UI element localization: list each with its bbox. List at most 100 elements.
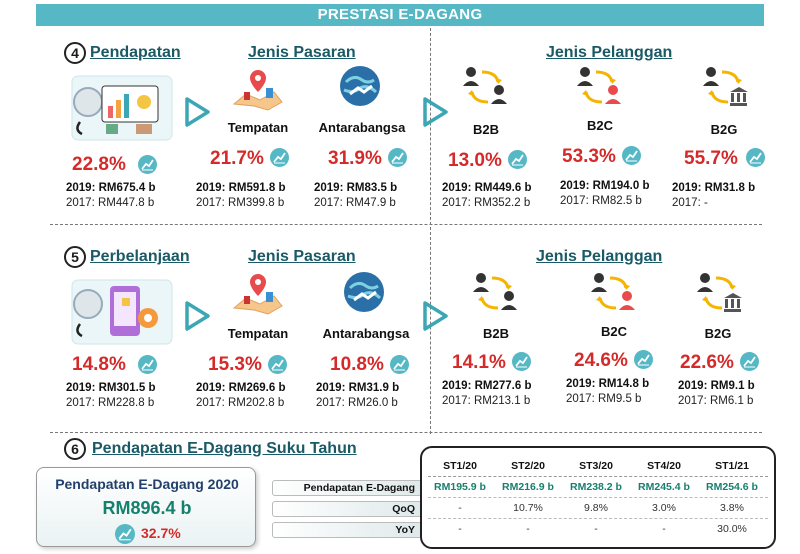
tempatan-label: Tempatan [227, 120, 289, 135]
value-2019: 2019: RM449.6 b [442, 182, 532, 194]
table-cell: RM238.2 b [570, 481, 622, 493]
tempatan-label: Tempatan [227, 326, 289, 341]
section-number: 6 [64, 438, 86, 460]
growth-percent: 22.8% [72, 154, 126, 175]
growth-percent: 10.8% [330, 354, 384, 375]
column-header: ST2/20 [511, 460, 545, 472]
table-cell: 9.8% [584, 502, 608, 514]
customer-type-title: Jenis Pelanggan [546, 44, 673, 61]
trend-up-icon [634, 350, 653, 369]
value-2019: 2019: RM269.6 b [196, 382, 286, 394]
column-header: ST3/20 [579, 460, 613, 472]
trend-up-icon [512, 352, 531, 371]
table-cell: - [458, 502, 462, 514]
growth-percent: 24.6% [574, 350, 628, 371]
table-cell: RM245.4 b [638, 481, 690, 493]
column-header: ST4/20 [647, 460, 681, 472]
growth-percent: 14.8% [72, 354, 126, 375]
value-2017: 2017: RM9.5 b [566, 393, 642, 405]
flow-arrow-icon [423, 97, 448, 127]
local-market-map-icon [232, 274, 283, 315]
table-cell: 10.7% [513, 502, 543, 514]
value-2017: 2017: RM228.8 b [66, 397, 155, 409]
growth-percent: 21.7% [210, 148, 264, 169]
trend-up-icon [622, 146, 641, 165]
value-2017: 2017: RM6.1 b [678, 395, 754, 407]
flow-arrow-icon [423, 301, 448, 331]
value-2019: 2019: RM591.8 b [196, 182, 286, 194]
table-cell: - [662, 523, 666, 535]
value-2019: 2019: RM31.8 b [672, 182, 756, 194]
b2c-exchange-icon [577, 67, 621, 104]
b2b-exchange-icon [463, 67, 507, 104]
market-type-title: Jenis Pasaran [248, 44, 356, 61]
row-label-yoy: YoY [272, 522, 422, 538]
page-banner: PRESTASI E-DAGANG [36, 4, 764, 26]
trend-up-icon [390, 355, 409, 374]
table-cell: - [526, 523, 530, 535]
b2c-label: B2C [600, 324, 627, 339]
row-label-revenue: Pendapatan E-Dagang [272, 480, 422, 496]
table-cell: RM216.9 b [502, 481, 554, 493]
section-title: Perbelanjaan [90, 248, 190, 265]
value-2019: 2019: RM14.8 b [566, 378, 650, 390]
trend-up-icon [746, 148, 765, 167]
international-market-globe-icon [340, 66, 380, 106]
growth-percent: 15.3% [208, 354, 262, 375]
local-market-map-icon [232, 70, 283, 111]
value-2019: 2019: RM9.1 b [678, 380, 755, 392]
b2g-label: B2G [704, 326, 732, 341]
growth-percent: 53.3% [562, 146, 616, 167]
value-2019: 2019: RM194.0 b [560, 180, 650, 192]
b2g-exchange-icon [697, 273, 742, 312]
market-type-title: Jenis Pasaran [248, 248, 356, 265]
trend-up-icon [138, 155, 157, 174]
section-divider [50, 224, 762, 225]
section-number: 4 [64, 42, 86, 64]
b2b-exchange-icon [473, 273, 517, 310]
trend-up-icon [270, 148, 289, 167]
international-market-globe-icon [344, 272, 384, 312]
column-header: ST1/21 [715, 460, 749, 472]
section-title: Pendapatan E-Dagang Suku Tahun [92, 440, 357, 457]
kpi-card: Pendapatan E-Dagang 2020 RM896.4 b 32.7% [36, 467, 256, 547]
trend-up-icon [740, 352, 759, 371]
trend-up-icon [115, 524, 135, 544]
value-2017: 2017: RM82.5 b [560, 195, 642, 207]
section-divider [50, 432, 762, 433]
growth-percent: 55.7% [684, 148, 738, 169]
table-cell: RM254.6 b [706, 481, 758, 493]
b2b-label: B2B [472, 122, 499, 137]
table-cell: - [458, 523, 462, 535]
table-divider [428, 476, 768, 477]
table-cell: - [594, 523, 598, 535]
value-2019: 2019: RM675.4 b [66, 182, 156, 194]
table-cell: RM195.9 b [434, 481, 486, 493]
b2c-exchange-icon [591, 273, 635, 310]
antarabangsa-label: Antarabangsa [322, 326, 410, 341]
customer-type-title: Jenis Pelanggan [536, 248, 663, 265]
value-2017: 2017: RM47.9 b [314, 197, 396, 209]
value-2017: 2017: RM213.1 b [442, 395, 531, 407]
value-2017: 2017: RM26.0 b [316, 397, 398, 409]
column-header: ST1/20 [443, 460, 477, 472]
antarabangsa-label: Antarabangsa [318, 120, 406, 135]
b2g-exchange-icon [703, 67, 748, 106]
growth-percent: 13.0% [448, 150, 502, 171]
trend-up-icon [388, 148, 407, 167]
kpi-value: RM896.4 b [102, 498, 192, 518]
table-cell: 3.0% [652, 502, 676, 514]
trend-up-icon [508, 150, 527, 169]
value-2017: 2017: RM202.8 b [196, 397, 285, 409]
flow-arrow-icon [185, 97, 210, 127]
vertical-divider [430, 28, 431, 434]
table-cell: 30.0% [717, 523, 747, 535]
table-divider [428, 497, 768, 498]
value-2019: 2019: RM83.5 b [314, 182, 398, 194]
value-2019: 2019: RM277.6 b [442, 380, 532, 392]
b2g-label: B2G [710, 122, 738, 137]
kpi-title: Pendapatan E-Dagang 2020 [55, 476, 239, 492]
revenue-illustration-icon [71, 75, 173, 141]
expenditure-illustration-icon [71, 279, 173, 345]
growth-percent: 31.9% [328, 148, 382, 169]
